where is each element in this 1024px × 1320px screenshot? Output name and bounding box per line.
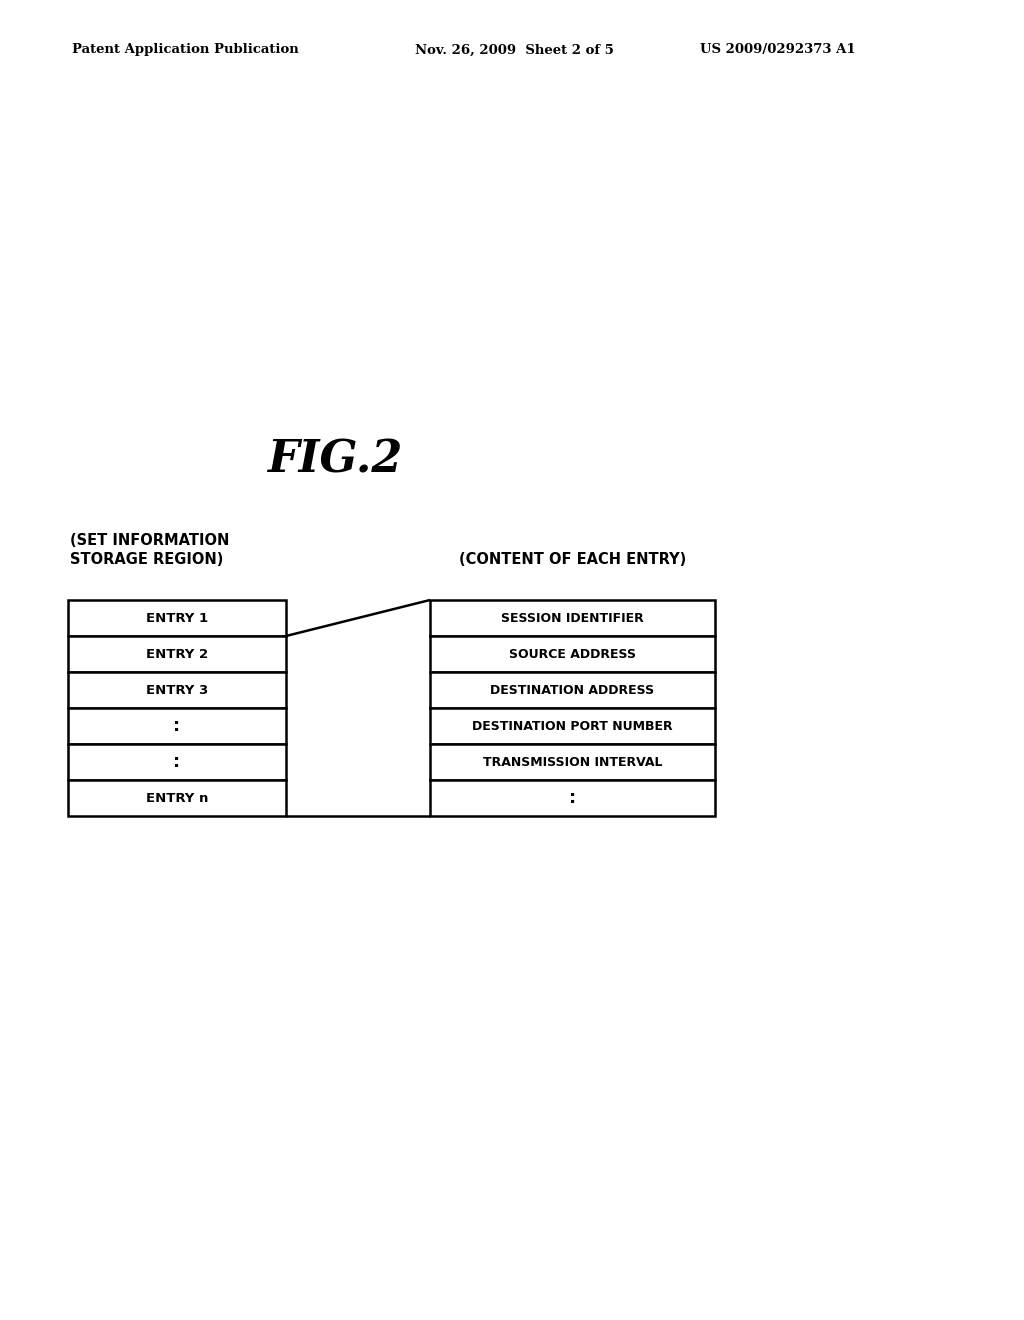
Bar <box>430 672 715 708</box>
Text: US 2009/0292373 A1: US 2009/0292373 A1 <box>700 44 856 57</box>
Bar <box>430 636 715 672</box>
Text: STORAGE REGION): STORAGE REGION) <box>70 552 223 568</box>
Text: (CONTENT OF EACH ENTRY): (CONTENT OF EACH ENTRY) <box>459 552 686 568</box>
Text: :: : <box>173 717 180 735</box>
Text: ENTRY n: ENTRY n <box>145 792 208 804</box>
Bar <box>430 744 715 780</box>
Text: ENTRY 2: ENTRY 2 <box>146 648 208 660</box>
Bar <box>68 780 286 816</box>
Text: SOURCE ADDRESS: SOURCE ADDRESS <box>509 648 636 660</box>
Text: ENTRY 3: ENTRY 3 <box>145 684 208 697</box>
Bar <box>68 636 286 672</box>
Text: :: : <box>569 789 577 807</box>
Text: FIG.2: FIG.2 <box>267 438 402 482</box>
Bar <box>430 601 715 636</box>
Text: TRANSMISSION INTERVAL: TRANSMISSION INTERVAL <box>482 755 663 768</box>
Text: SESSION IDENTIFIER: SESSION IDENTIFIER <box>501 611 644 624</box>
Text: ENTRY 1: ENTRY 1 <box>146 611 208 624</box>
Bar <box>68 601 286 636</box>
Bar <box>430 708 715 744</box>
Text: DESTINATION ADDRESS: DESTINATION ADDRESS <box>490 684 654 697</box>
Bar <box>430 780 715 816</box>
Text: Patent Application Publication: Patent Application Publication <box>72 44 299 57</box>
Bar <box>68 744 286 780</box>
Text: Nov. 26, 2009  Sheet 2 of 5: Nov. 26, 2009 Sheet 2 of 5 <box>415 44 613 57</box>
Text: (SET INFORMATION: (SET INFORMATION <box>70 533 229 548</box>
Bar <box>68 708 286 744</box>
Text: :: : <box>173 752 180 771</box>
Bar <box>68 672 286 708</box>
Text: DESTINATION PORT NUMBER: DESTINATION PORT NUMBER <box>472 719 673 733</box>
